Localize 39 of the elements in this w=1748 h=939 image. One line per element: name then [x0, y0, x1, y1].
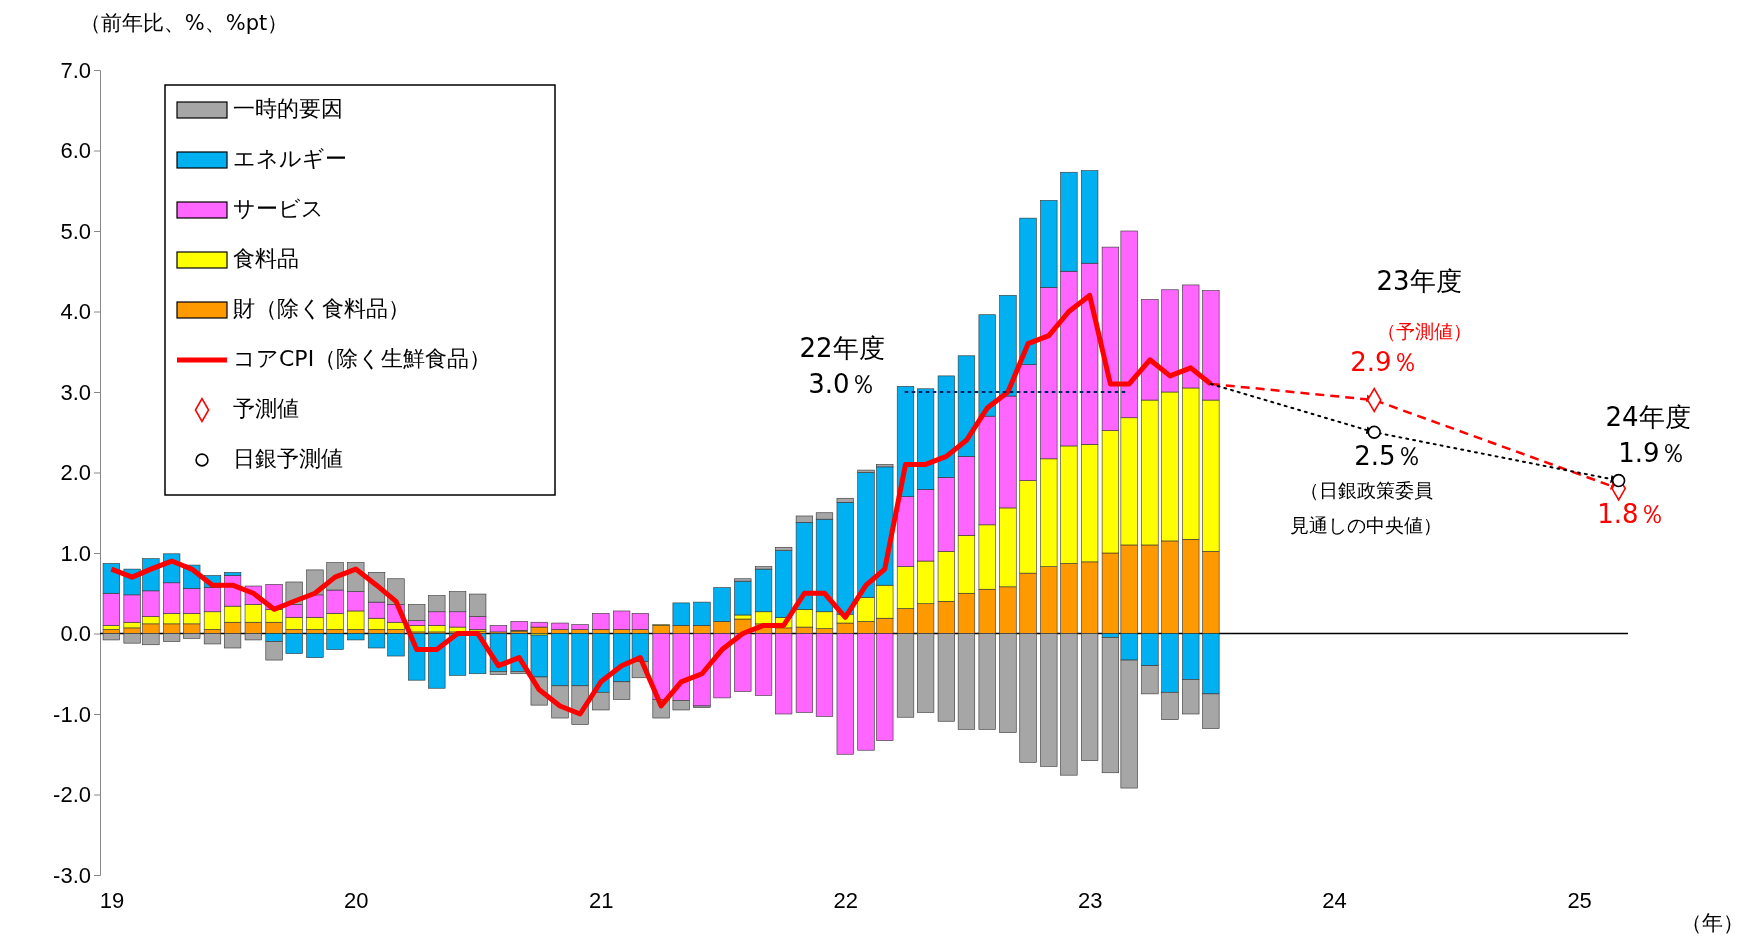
y-tick-label: -3.0	[53, 862, 91, 888]
y-tick-label: 0.0	[60, 621, 91, 647]
y-tick-label: 5.0	[60, 218, 91, 244]
annotation: 2.9％	[1350, 346, 1418, 377]
x-tick-label: 19	[99, 887, 125, 913]
x-tick-label: 22	[833, 887, 858, 913]
x-tick-label: 21	[589, 887, 614, 913]
x-axis-title: （年）	[1680, 911, 1744, 935]
x-tick-label: 24	[1322, 887, 1347, 913]
annotation: 24年度	[1605, 401, 1691, 432]
annotation: 1.8％	[1597, 498, 1665, 529]
legend-label: 食料品	[233, 246, 299, 271]
y-tick-label: 4.0	[60, 299, 91, 325]
y-tick-label: 2.0	[60, 460, 91, 486]
x-tick-label: 25	[1567, 887, 1592, 913]
legend-label: 予測値	[233, 396, 299, 421]
annotation: 1.9％	[1618, 437, 1686, 468]
annotation: 23年度	[1376, 265, 1462, 296]
annotation: 見通しの中央値）	[1290, 513, 1442, 536]
y-tick-label: 6.0	[60, 138, 91, 164]
legend-label: サービス	[233, 196, 324, 221]
y-tick-label: -2.0	[53, 782, 91, 808]
annotation: 22年度	[799, 332, 885, 363]
y-axis-title: （前年比、%、%pt）	[79, 11, 289, 35]
legend-label: コアCPI（除く生鮮食品）	[233, 346, 492, 371]
y-tick-label: 3.0	[60, 379, 91, 405]
annotation: （予測値）	[1376, 319, 1472, 342]
y-tick-label: 1.0	[60, 540, 91, 566]
x-tick-label: 23	[1077, 887, 1103, 913]
annotation: 3.0％	[808, 368, 876, 399]
legend-label: 日銀予測値	[233, 446, 343, 471]
legend-label: エネルギー	[233, 146, 347, 171]
annotation: （日銀政策委員	[1299, 478, 1433, 501]
legend-label: 財（除く食料品）	[233, 296, 410, 321]
y-tick-label: -1.0	[53, 701, 91, 727]
y-tick-label: 7.0	[60, 57, 91, 83]
x-tick-label: 20	[344, 887, 369, 913]
legend-label: 一時的要因	[233, 96, 343, 121]
annotation: 2.5％	[1354, 440, 1422, 471]
